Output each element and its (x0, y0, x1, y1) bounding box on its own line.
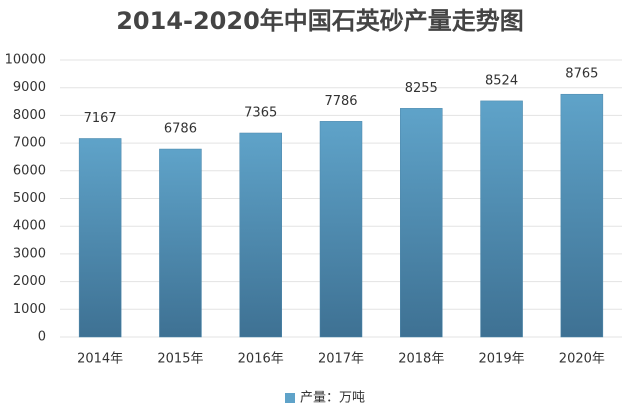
chart-title: 2014-2020年中国石英砂产量走势图 (116, 7, 524, 35)
legend-label: 产量：万吨 (300, 391, 365, 406)
data-label: 6786 (164, 122, 197, 137)
y-tick-label: 8000 (13, 108, 46, 123)
data-label: 8524 (485, 73, 518, 88)
bar (560, 93, 604, 338)
bar (480, 100, 523, 338)
data-label: 7365 (244, 105, 277, 120)
bar (319, 121, 363, 338)
data-label: 7786 (324, 94, 357, 109)
x-tick-label: 2019年 (479, 352, 525, 367)
y-tick-label: 2000 (13, 274, 46, 289)
bar (400, 108, 443, 338)
y-tick-label: 0 (38, 330, 46, 345)
x-tick-label: 2014年 (77, 352, 123, 367)
data-label: 8255 (405, 81, 438, 96)
y-tick-label: 1000 (13, 302, 46, 317)
y-tick-label: 10000 (5, 53, 46, 68)
bar (78, 138, 122, 338)
y-tick-label: 6000 (13, 163, 46, 178)
legend-swatch (285, 393, 295, 403)
y-tick-label: 9000 (13, 80, 46, 95)
y-tick-label: 5000 (13, 191, 46, 206)
bar (159, 148, 202, 338)
bar (239, 132, 282, 338)
x-tick-label: 2015年 (157, 352, 203, 367)
data-label: 7167 (84, 111, 117, 126)
data-label: 8765 (565, 67, 598, 82)
x-tick-label: 2020年 (559, 352, 605, 367)
y-tick-label: 7000 (13, 136, 46, 151)
x-tick-label: 2018年 (398, 352, 444, 367)
x-tick-label: 2017年 (318, 352, 364, 367)
y-tick-label: 3000 (13, 246, 46, 261)
x-tick-label: 2016年 (238, 352, 284, 367)
y-tick-label: 4000 (13, 219, 46, 234)
